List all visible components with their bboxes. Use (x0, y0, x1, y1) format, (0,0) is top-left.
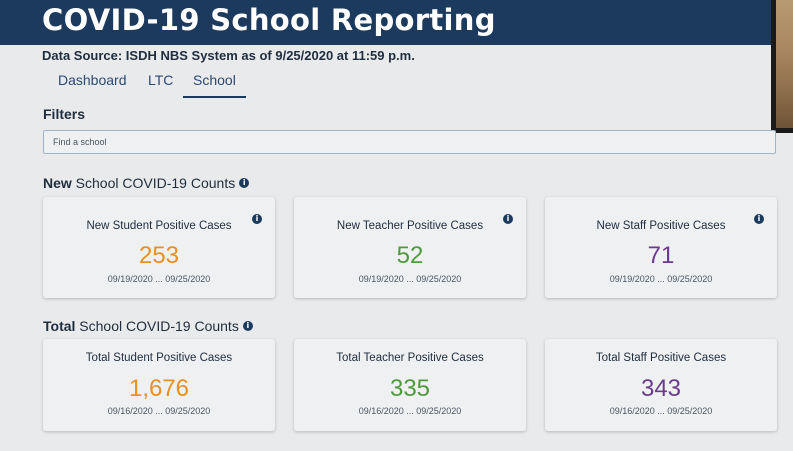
card-date-range: 09/16/2020 ... 09/25/2020 (358, 406, 462, 416)
card-value: 52 (396, 242, 424, 269)
info-icon[interactable]: i (239, 178, 250, 188)
info-icon[interactable]: i (503, 214, 513, 224)
card-label: Total Student Positive Cases (85, 352, 233, 364)
total-teacher-card: Total Teacher Positive Cases 335 09/16/2… (294, 339, 526, 431)
card-label: New Student Positive Cases (86, 220, 232, 232)
card-value: 253 (138, 242, 180, 269)
card-label: New Teacher Positive Cases (336, 220, 484, 232)
card-value: 335 (389, 375, 431, 402)
info-icon[interactable]: i (252, 214, 262, 224)
tab-ltc[interactable]: LTC (148, 72, 174, 88)
new-staff-card: i New Staff Positive Cases 71 09/19/2020… (545, 197, 777, 298)
tab-school[interactable]: School (183, 70, 246, 98)
card-date-range: 09/16/2020 ... 09/25/2020 (107, 406, 211, 416)
info-icon[interactable]: i (754, 214, 764, 224)
new-student-card: i New Student Positive Cases 253 09/19/2… (43, 197, 275, 298)
card-value: 71 (647, 242, 675, 269)
new-counts-heading: New School COVID-19 Counts i (43, 175, 250, 191)
tab-dashboard[interactable]: Dashboard (58, 72, 127, 88)
card-date-range: 09/16/2020 ... 09/25/2020 (609, 406, 713, 416)
page-title: COVID-19 School Reporting (42, 3, 496, 37)
school-search-field[interactable] (43, 130, 776, 154)
card-label: Total Staff Positive Cases (595, 352, 727, 364)
card-date-range: 09/19/2020 ... 09/25/2020 (609, 274, 713, 284)
total-student-card: Total Student Positive Cases 1,676 09/16… (43, 339, 275, 431)
new-teacher-card: i New Teacher Positive Cases 52 09/19/20… (294, 197, 526, 298)
total-counts-heading: Total School COVID-19 Counts i (43, 318, 253, 334)
card-value: 343 (640, 375, 682, 402)
card-value: 1,676 (128, 375, 190, 402)
info-icon[interactable]: i (242, 321, 253, 331)
webcam-feed (776, 0, 793, 128)
card-label: New Staff Positive Cases (596, 220, 726, 232)
data-source-text: Data Source: ISDH NBS System as of 9/25/… (42, 48, 415, 63)
card-label: Total Teacher Positive Cases (336, 352, 484, 364)
filters-label: Filters (43, 106, 86, 122)
app-header: COVID-19 School Reporting (0, 0, 793, 45)
card-date-range: 09/19/2020 ... 09/25/2020 (107, 274, 211, 284)
webcam-overlay (771, 0, 793, 133)
total-staff-card: Total Staff Positive Cases 343 09/16/202… (545, 339, 777, 431)
school-search-input[interactable] (44, 131, 775, 153)
card-date-range: 09/19/2020 ... 09/25/2020 (358, 274, 462, 284)
